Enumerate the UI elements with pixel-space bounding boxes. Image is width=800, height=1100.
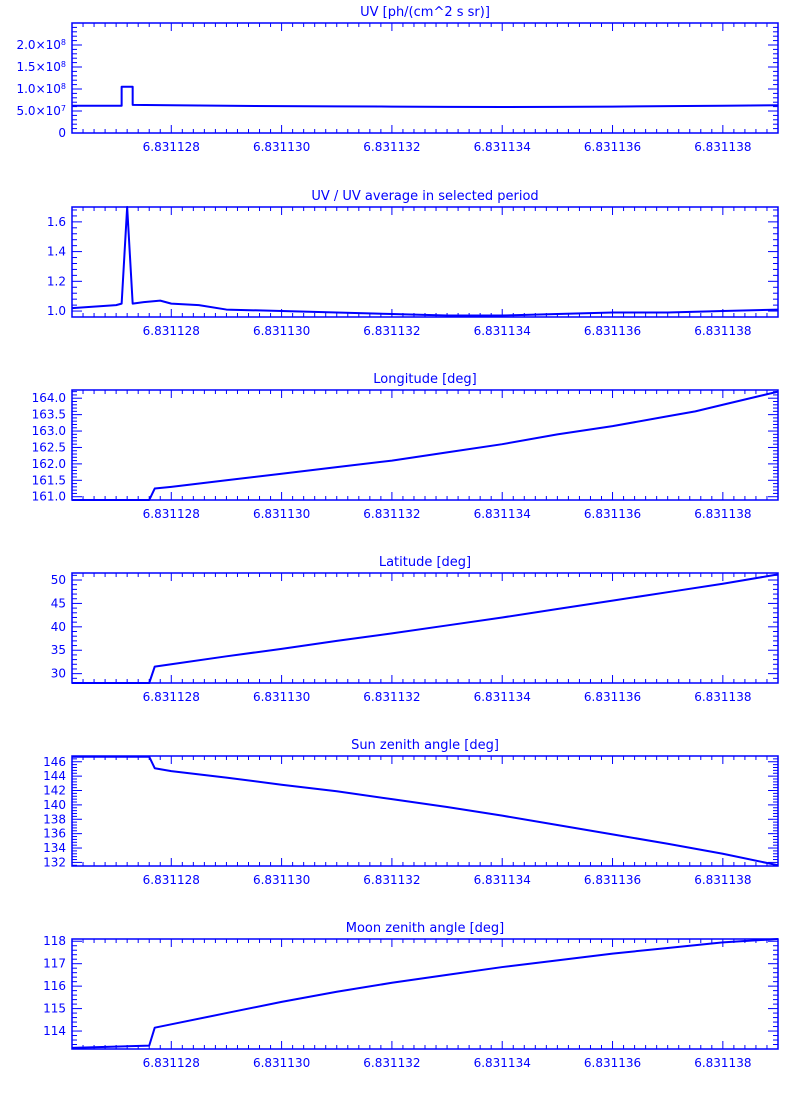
chart-title: Sun zenith angle [deg] — [351, 738, 499, 753]
y-tick-exponent: 8 — [61, 60, 66, 69]
x-tick-label: 6.831130 — [253, 507, 310, 521]
plot-frame — [71, 22, 779, 134]
x-tick-label: 6.831128 — [143, 873, 200, 887]
y-tick-label: 118 — [43, 934, 66, 948]
y-tick-label: 115 — [43, 1002, 66, 1016]
x-tick-label: 6.831130 — [253, 140, 310, 154]
y-tick-label: 116 — [43, 979, 66, 993]
x-tick-label: 6.831138 — [694, 507, 751, 521]
x-tick-label: 6.831134 — [474, 1056, 531, 1070]
x-tick-label: 6.831136 — [584, 140, 641, 154]
chart-title: UV / UV average in selected period — [311, 189, 538, 204]
data-series-line — [71, 206, 779, 317]
y-tick-label: 1.2 — [47, 274, 66, 288]
x-tick-label: 6.831128 — [143, 507, 200, 521]
x-tick-label: 6.831136 — [584, 873, 641, 887]
y-tick-label: 134 — [43, 841, 66, 855]
x-tick-label: 6.831136 — [584, 507, 641, 521]
y-tick-label: 162.0 — [32, 457, 66, 471]
y-tick-label: 144 — [43, 769, 66, 783]
chart-title: Moon zenith angle [deg] — [346, 921, 504, 936]
x-tick-label: 6.831136 — [584, 324, 641, 338]
x-tick-label: 6.831130 — [253, 1056, 310, 1070]
x-tick-label: 6.831132 — [363, 507, 420, 521]
y-tick-label: 1.4 — [47, 245, 66, 259]
y-tick-label: 117 — [43, 957, 66, 971]
y-tick-label: 2.0×108 — [16, 38, 66, 53]
data-series-line — [72, 755, 779, 867]
plot-frame — [71, 389, 779, 501]
chart-panel-6: Moon zenith angle [deg] 6.831128 6.831130 6… — [43, 921, 779, 1070]
chart-panel-5: Sun zenith angle [deg] 6.831128 6.831130 6.… — [43, 738, 779, 887]
x-tick-label: 6.831130 — [253, 873, 310, 887]
y-tick-label: 1.0 — [47, 304, 66, 318]
chart-panel-2: UV / UV average in selected period 6.8311… — [47, 189, 779, 338]
y-tick-label: 30 — [51, 667, 66, 681]
y-tick-label: 132 — [43, 855, 66, 869]
chart-panel-3: Longitude [deg] 6.831128 6.831130 6.831132 6… — [32, 372, 779, 521]
y-tick-exponent: 8 — [61, 82, 66, 91]
y-tick-label: 163.5 — [32, 408, 66, 422]
y-tick-label: 50 — [51, 573, 66, 587]
y-tick-label: 163.0 — [32, 424, 66, 438]
x-tick-label: 6.831128 — [143, 690, 200, 704]
x-tick-label: 6.831128 — [143, 140, 200, 154]
y-tick-label: 142 — [43, 784, 66, 798]
y-tick-exponent: 7 — [61, 104, 66, 113]
x-tick-label: 6.831138 — [694, 1056, 751, 1070]
x-tick-label: 6.831130 — [253, 324, 310, 338]
chart-title: UV [ph/(cm^2 s sr)] — [360, 5, 490, 20]
x-tick-label: 6.831134 — [474, 507, 531, 521]
x-tick-label: 6.831128 — [143, 324, 200, 338]
y-tick-label: 136 — [43, 827, 66, 841]
x-tick-label: 6.831136 — [584, 1056, 641, 1070]
data-series-line — [71, 938, 779, 1049]
y-tick-label: 114 — [43, 1024, 66, 1038]
x-tick-label: 6.831132 — [363, 1056, 420, 1070]
x-tick-label: 6.831134 — [474, 324, 531, 338]
x-tick-label: 6.831132 — [363, 873, 420, 887]
y-tick-exponent: 8 — [61, 38, 66, 47]
y-tick-label: 40 — [51, 620, 66, 634]
y-tick-label: 161.0 — [32, 490, 66, 504]
x-tick-label: 6.831138 — [694, 873, 751, 887]
y-tick-label: 138 — [43, 812, 66, 826]
x-tick-label: 6.831138 — [694, 690, 751, 704]
data-series-line — [72, 85, 779, 109]
x-tick-label: 6.831130 — [253, 690, 310, 704]
x-tick-label: 6.831134 — [474, 873, 531, 887]
x-tick-label: 6.831134 — [474, 140, 531, 154]
x-tick-label: 6.831128 — [143, 1056, 200, 1070]
y-tick-label: 146 — [43, 755, 66, 769]
x-tick-label: 6.831132 — [363, 690, 420, 704]
y-tick-label: 35 — [51, 643, 66, 657]
x-tick-label: 6.831138 — [694, 140, 751, 154]
plot-frame — [71, 206, 779, 318]
y-tick-label: 140 — [43, 798, 66, 812]
chart-panel-4: Latitude [deg] 6.831128 6.831130 6.831132 6.… — [51, 555, 779, 704]
chart-title: Longitude [deg] — [373, 372, 476, 387]
y-tick-label: 1.6 — [47, 215, 66, 229]
y-tick-label: 45 — [51, 596, 66, 610]
x-tick-label: 6.831132 — [363, 324, 420, 338]
data-series-line — [72, 390, 779, 501]
y-tick-label: 162.5 — [32, 440, 66, 454]
y-tick-label: 161.5 — [32, 473, 66, 487]
x-tick-label: 6.831136 — [584, 690, 641, 704]
y-tick-label: 164.0 — [32, 391, 66, 405]
y-tick-label: 0 — [58, 126, 66, 140]
data-series-line — [72, 573, 779, 684]
x-tick-label: 6.831138 — [694, 324, 751, 338]
y-tick-label: 1.5×108 — [16, 60, 66, 75]
chart-panel-1: UV [ph/(cm^2 s sr)] 6.831128 6.831130 6.831… — [16, 5, 779, 154]
x-tick-label: 6.831132 — [363, 140, 420, 154]
chart-title: Latitude [deg] — [379, 555, 471, 570]
plot-frame — [71, 938, 779, 1050]
y-tick-label: 5.0×107 — [16, 104, 66, 119]
y-tick-label: 1.0×108 — [16, 82, 66, 97]
x-tick-label: 6.831134 — [474, 690, 531, 704]
